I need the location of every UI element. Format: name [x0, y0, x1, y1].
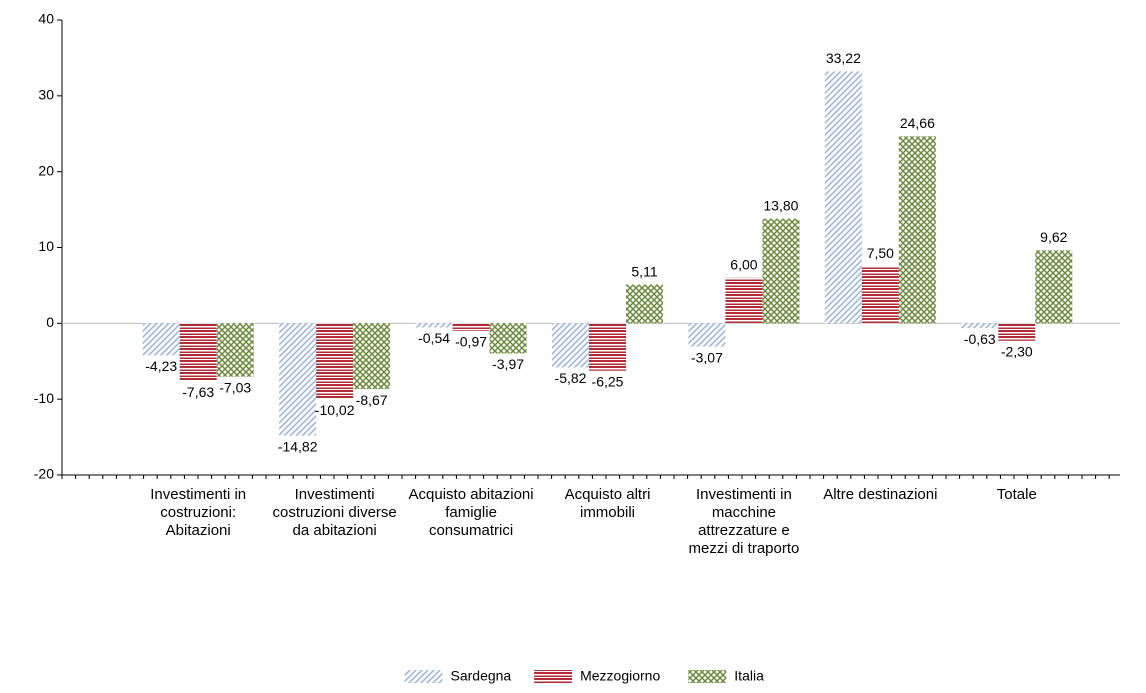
- bar: [316, 323, 354, 400]
- x-tick-label: Investimenti in macchine attrezzature e …: [688, 486, 800, 557]
- bar: [688, 323, 726, 347]
- bar: [552, 323, 589, 368]
- data-label: 5,11: [631, 263, 657, 279]
- bar: [353, 323, 391, 390]
- data-label: -0,63: [964, 331, 996, 347]
- data-label: 6,00: [730, 257, 757, 273]
- data-label: -2,30: [1001, 343, 1033, 359]
- legend-swatch: [688, 670, 727, 683]
- bar: [489, 323, 527, 354]
- y-tick-label: 40: [38, 11, 54, 27]
- bar: [415, 323, 453, 328]
- x-tick-label: Altre destinazioni: [823, 486, 938, 503]
- legend-label: Sardegna: [451, 668, 512, 684]
- data-label: -6,25: [592, 373, 624, 389]
- bar: [898, 136, 936, 324]
- bar: [279, 323, 317, 436]
- data-label: -0,54: [418, 330, 450, 346]
- bar: [824, 71, 862, 324]
- data-label: -3,07: [691, 349, 723, 365]
- data-label: 33,22: [826, 50, 861, 66]
- data-label: -0,97: [455, 333, 487, 349]
- data-label: -14,82: [278, 438, 318, 454]
- bar: [725, 277, 763, 324]
- bar: [961, 323, 999, 329]
- data-label: -4,23: [145, 358, 177, 374]
- data-label: 24,66: [900, 115, 935, 131]
- bar: [589, 323, 626, 371]
- y-tick-label: 20: [38, 162, 54, 178]
- data-label: -5,82: [555, 370, 587, 386]
- data-label: 13,80: [763, 197, 798, 213]
- legend-swatch: [534, 670, 573, 683]
- legend-swatch: [404, 670, 443, 683]
- legend-label: Mezzogiorno: [580, 668, 660, 684]
- data-label: -8,67: [356, 392, 388, 408]
- x-tick-label: Acquisto altri immobili: [564, 486, 651, 521]
- bar: [1035, 250, 1073, 324]
- y-tick-label: 10: [38, 238, 54, 254]
- data-label: 7,50: [867, 245, 894, 261]
- bar: [998, 323, 1036, 341]
- bar: [216, 323, 254, 377]
- bar: [142, 323, 180, 356]
- bar: [762, 218, 800, 324]
- bar: [452, 323, 490, 331]
- y-tick-label: 30: [38, 87, 54, 103]
- bar: [179, 323, 217, 382]
- data-label: -10,02: [315, 402, 355, 418]
- bar: [861, 266, 899, 324]
- x-tick-label: Acquisto abitazioni famiglie consumatric…: [408, 486, 534, 539]
- data-label: -3,97: [492, 356, 524, 372]
- y-tick-label: -20: [34, 466, 54, 482]
- x-tick-label: Totale: [996, 486, 1037, 503]
- data-label: 9,62: [1040, 229, 1067, 245]
- data-label: -7,63: [182, 384, 214, 400]
- x-tick-label: Investimenti in costruzioni: Abitazioni: [150, 486, 247, 539]
- x-tick-label: Investimenti costruzioni diverse da abit…: [272, 486, 397, 539]
- y-tick-label: 0: [46, 314, 54, 330]
- y-tick-label: -10: [34, 390, 54, 406]
- bar: [626, 284, 663, 324]
- legend-label: Italia: [734, 668, 764, 684]
- data-label: -7,03: [219, 379, 251, 395]
